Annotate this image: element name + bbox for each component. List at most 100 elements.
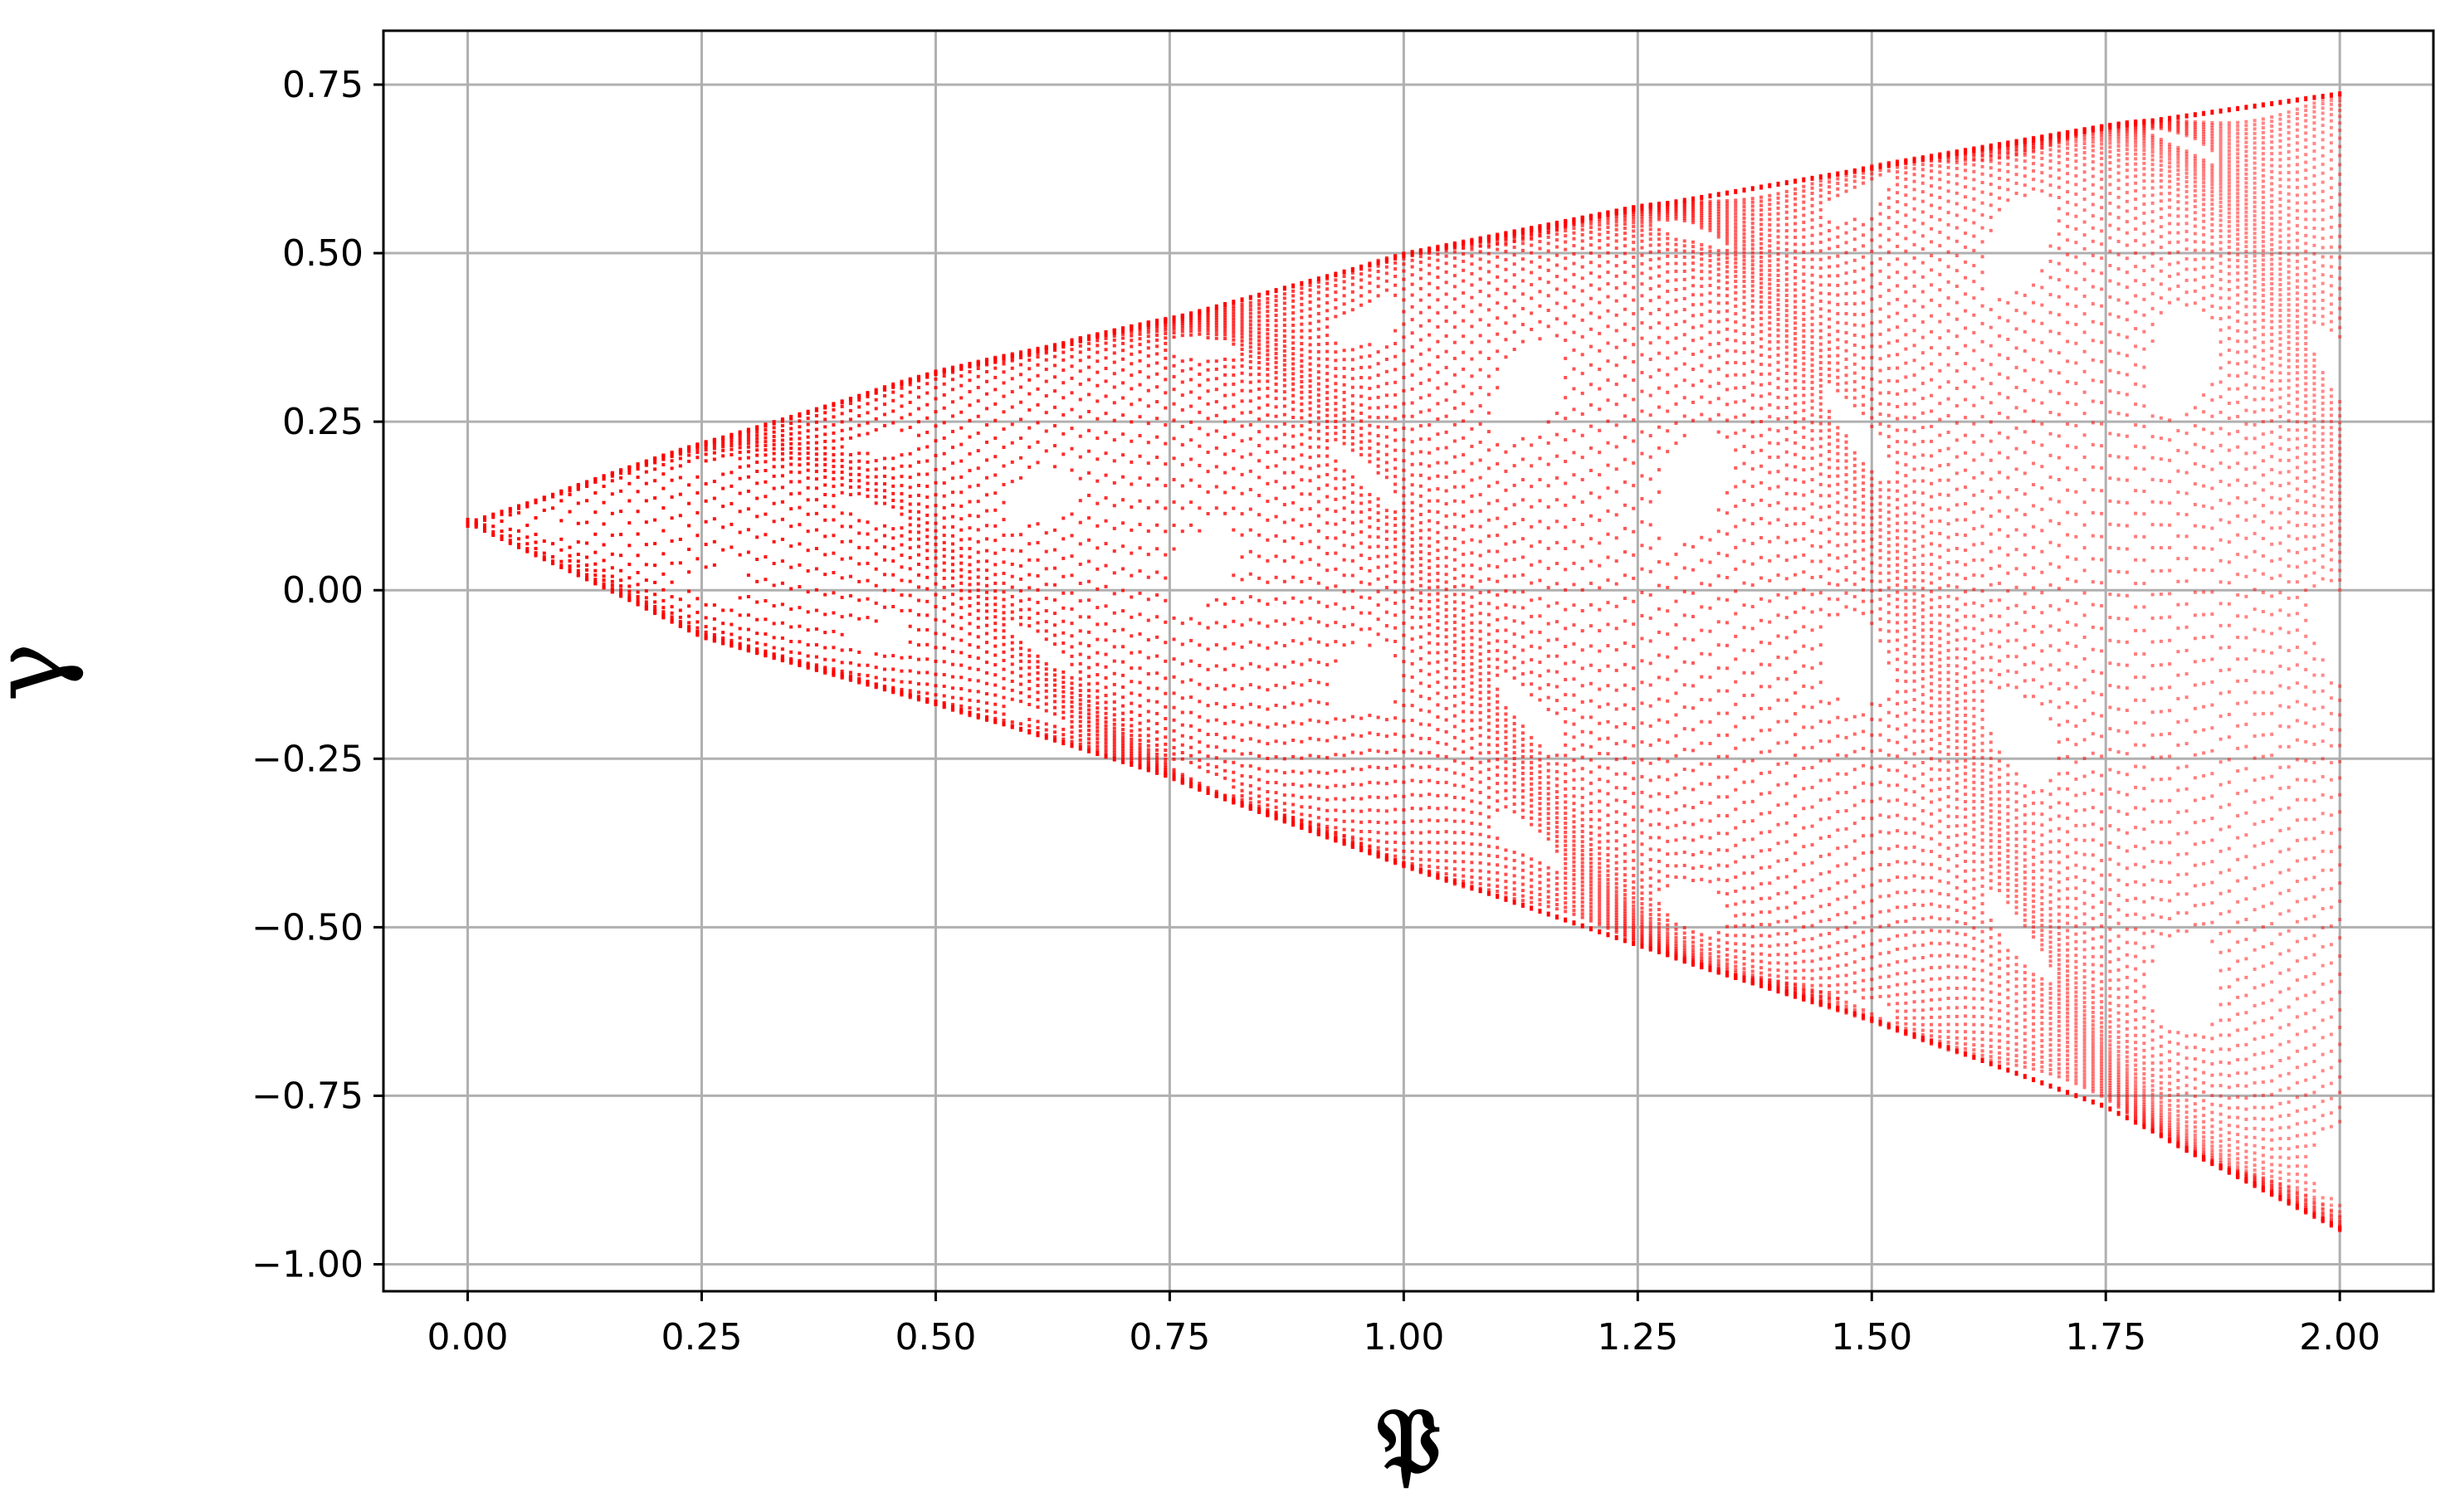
data-point <box>1462 643 1466 647</box>
data-point <box>1462 719 1466 723</box>
data-point <box>1027 407 1032 412</box>
data-point <box>1180 324 1184 328</box>
data-point <box>959 663 964 667</box>
data-point <box>1325 325 1330 329</box>
data-point <box>1470 427 1474 431</box>
data-point <box>1027 666 1032 670</box>
data-point <box>950 524 954 529</box>
data-point <box>1206 310 1210 315</box>
data-point <box>721 435 725 439</box>
data-point <box>1086 699 1091 703</box>
data-point <box>1266 305 1270 309</box>
data-point <box>1086 656 1091 660</box>
data-point <box>1486 728 1491 732</box>
data-point <box>1418 424 1423 428</box>
data-point <box>1496 687 1500 691</box>
data-point <box>1436 819 1440 823</box>
data-point <box>891 588 896 593</box>
data-point <box>1359 411 1364 415</box>
data-point <box>832 518 836 522</box>
data-point <box>976 700 980 704</box>
data-point <box>840 476 844 480</box>
data-point <box>1444 414 1448 418</box>
data-point <box>1520 737 1525 741</box>
data-point <box>1418 793 1423 797</box>
data-point <box>1308 368 1312 372</box>
data-point <box>1308 783 1312 787</box>
data-point <box>1504 880 1508 884</box>
data-point <box>1155 767 1159 771</box>
data-point <box>1104 711 1108 715</box>
data-point <box>1538 240 1542 244</box>
data-point <box>976 539 980 544</box>
data-point <box>1070 691 1074 695</box>
data-point <box>832 446 836 451</box>
data-point <box>1546 754 1550 758</box>
data-point <box>934 605 938 609</box>
data-point <box>1393 405 1398 409</box>
data-point <box>1223 324 1227 328</box>
data-point <box>1214 506 1218 510</box>
data-point <box>1291 802 1296 807</box>
data-point <box>1368 446 1372 451</box>
data-point <box>1428 600 1432 604</box>
data-point <box>1121 498 1125 502</box>
data-point <box>1512 897 1516 901</box>
data-point <box>1138 739 1142 743</box>
data-point <box>857 459 861 463</box>
data-point <box>1240 623 1244 627</box>
data-point <box>1274 334 1278 338</box>
data-point <box>1436 634 1440 638</box>
data-point <box>1376 285 1380 289</box>
data-point <box>1282 344 1286 349</box>
data-point <box>1036 677 1040 681</box>
data-point <box>1138 693 1142 697</box>
data-point <box>1470 392 1474 396</box>
data-point <box>1300 369 1304 373</box>
data-point <box>1410 605 1414 609</box>
data-point <box>1334 717 1338 721</box>
data-point <box>1308 294 1312 298</box>
data-point <box>1334 413 1338 417</box>
data-point <box>1384 279 1388 283</box>
data-point <box>1282 368 1286 372</box>
data-point <box>993 524 998 528</box>
data-point <box>1512 666 1516 671</box>
data-point <box>780 451 784 456</box>
data-point <box>1104 584 1108 588</box>
data-point <box>1138 415 1142 419</box>
data-point <box>1198 320 1202 324</box>
data-point <box>1342 754 1346 758</box>
data-point <box>1428 519 1432 523</box>
data-point <box>780 636 784 640</box>
data-point <box>1444 879 1448 883</box>
data-point <box>1436 355 1440 359</box>
data-point <box>1240 723 1244 727</box>
data-point <box>1282 741 1286 745</box>
data-point <box>1376 535 1380 539</box>
data-point <box>551 555 555 559</box>
data-point <box>721 639 725 643</box>
data-point <box>1164 349 1168 353</box>
data-point <box>1104 685 1108 690</box>
data-point <box>1266 296 1270 300</box>
data-point <box>1274 329 1278 333</box>
data-point <box>1044 683 1048 687</box>
data-point <box>1504 558 1508 563</box>
data-point <box>916 598 920 602</box>
data-point <box>1436 510 1440 515</box>
data-point <box>1300 432 1304 437</box>
data-point <box>1402 674 1406 678</box>
data-point <box>1520 498 1525 502</box>
data-point <box>780 433 784 437</box>
data-point <box>1291 822 1296 826</box>
data-point <box>1189 358 1193 362</box>
data-point <box>1027 367 1032 371</box>
data-point <box>798 437 802 441</box>
data-point <box>1266 602 1270 607</box>
data-point <box>1486 466 1491 471</box>
data-point <box>1418 352 1423 356</box>
data-point <box>1538 770 1542 774</box>
data-point <box>1410 462 1414 466</box>
data-point <box>1010 377 1014 381</box>
